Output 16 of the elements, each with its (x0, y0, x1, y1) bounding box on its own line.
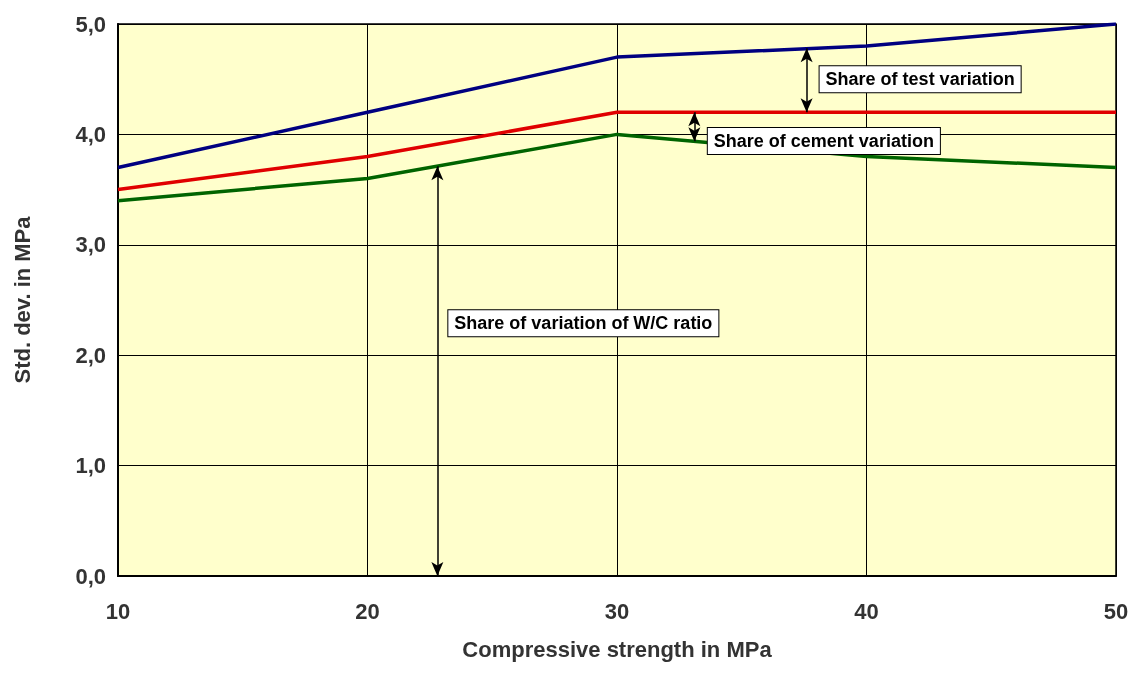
annotation: Share of cement variation (713, 131, 934, 152)
x-tick-label: 30 (604, 598, 630, 624)
y-tick-label: 0,0 (75, 563, 106, 589)
x-tick-label: 10 (105, 598, 131, 624)
x-tick-label: 40 (854, 598, 879, 624)
annotation: Share of test variation (825, 69, 1015, 90)
y-tick-label: 2,0 (75, 342, 106, 368)
y-tick-label: 5,0 (75, 11, 106, 37)
annotation: Share of variation of W/C ratio (454, 313, 713, 334)
x-tick-label: 50 (1103, 598, 1129, 624)
y-tick-label: 3,0 (75, 232, 106, 258)
x-axis-title: Compressive strength in MPa (462, 636, 773, 662)
x-tick-label: 20 (355, 598, 380, 624)
y-tick-label: 4,0 (75, 121, 106, 147)
y-tick-label: 1,0 (75, 453, 106, 479)
y-axis-title: Std. dev. in MPa (9, 215, 35, 384)
